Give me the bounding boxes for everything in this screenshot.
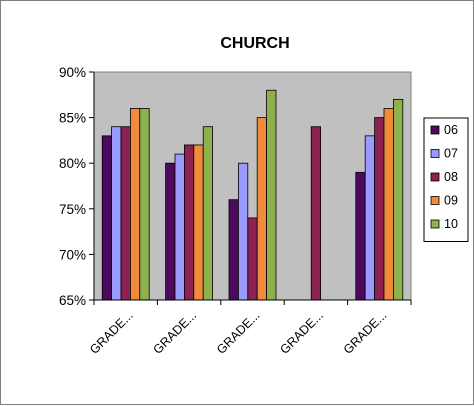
legend-label-10: 10 (444, 217, 458, 231)
bar-06 (355, 171, 366, 301)
bar-07 (111, 126, 122, 301)
chart-title: CHURCH (220, 35, 289, 52)
bar-10 (392, 98, 404, 301)
bar-06 (228, 199, 239, 301)
legend-swatch-07 (430, 149, 440, 158)
bar-08 (120, 126, 131, 301)
bar-10 (266, 89, 277, 301)
y-tick-label: 90% (59, 65, 86, 80)
legend: 06 07 08 09 10 (423, 117, 469, 242)
bar-07 (237, 162, 249, 301)
bar-08 (183, 144, 195, 301)
x-axis: GRADE... GRADE... GRADE... GRADE... GRADE... (87, 299, 412, 357)
x-tick-label: GRADE... (151, 308, 200, 357)
legend-swatch-09 (430, 196, 440, 205)
bar-10 (139, 108, 150, 301)
x-tick-label: GRADE... (277, 308, 326, 357)
bar-10 (202, 126, 213, 301)
y-tick-label: 75% (59, 202, 86, 217)
y-axis: 65% 70% 75% 80% 85% 90% (59, 65, 95, 308)
legend-label-09: 09 (444, 194, 458, 208)
bar-09 (193, 144, 204, 301)
y-tick-label: 85% (59, 111, 86, 126)
legend-label-07: 07 (444, 147, 458, 161)
bar-09 (256, 117, 268, 301)
bar-07 (364, 135, 376, 301)
y-tick-label: 70% (59, 247, 86, 262)
legend-swatch-06 (430, 125, 440, 135)
bar-09 (129, 108, 141, 301)
bar-06 (165, 162, 176, 301)
x-tick-label: GRADE... (87, 308, 136, 357)
y-tick-label: 65% (59, 293, 86, 308)
bar-08 (374, 117, 385, 301)
bar-08 (310, 126, 322, 301)
legend-label-08: 08 (444, 170, 458, 184)
x-tick-label: GRADE... (214, 308, 263, 357)
legend-label-06: 06 (444, 123, 458, 137)
bar-09 (383, 108, 394, 301)
y-tick-label: 80% (59, 156, 86, 171)
legend-swatch-08 (430, 172, 440, 182)
bar-06 (101, 135, 112, 301)
bar-07 (174, 153, 185, 301)
bar-08 (247, 217, 258, 301)
x-tick-label: GRADE... (341, 308, 390, 357)
legend-swatch-10 (430, 219, 440, 229)
